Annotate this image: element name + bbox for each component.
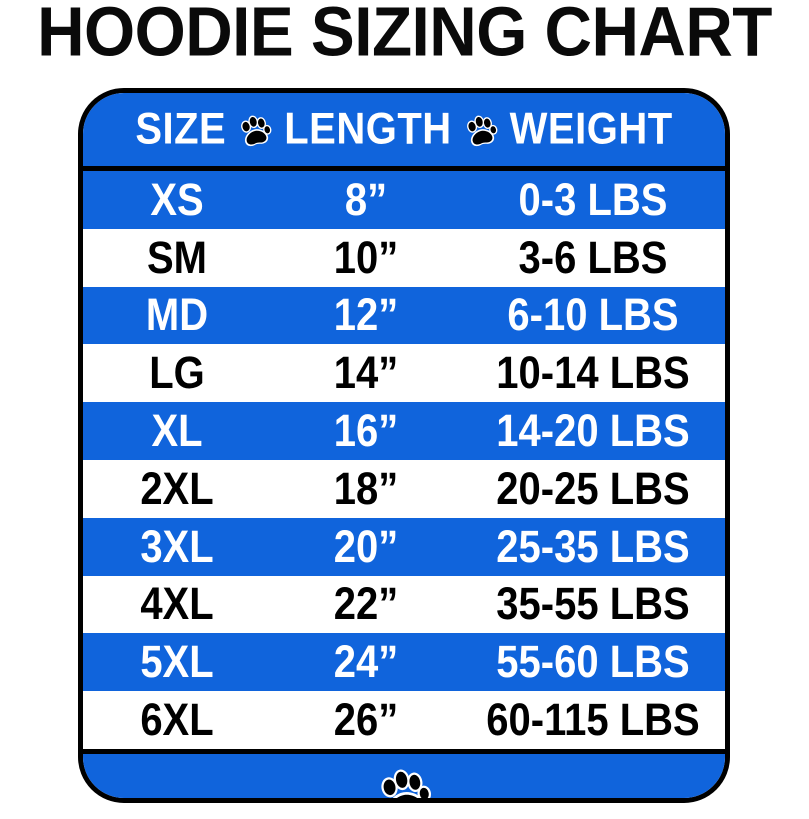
table-row: 2XL 18” 20-25 LBS [83,459,725,518]
table-row: XL 16” 14-20 LBS [83,402,725,460]
header-size-label: SIZE [135,104,227,154]
cell-size: 2XL [140,463,214,514]
cell-size: LG [149,348,205,399]
cell-length: 22” [333,579,399,630]
table-row: SM 10” 3-6 LBS [83,228,725,287]
table-header-row: SIZE [83,93,725,171]
cell-length: 10” [333,232,399,283]
paw-print-icon [238,113,272,147]
cell-length: 14” [333,348,399,399]
cell-length: 26” [333,694,399,746]
cell-size: 5XL [140,637,214,688]
cell-length: 20” [333,521,399,572]
cell-weight: 20-25 LBS [496,463,690,514]
cell-weight: 25-35 LBS [496,521,690,572]
cell-weight: 6-10 LBS [507,290,679,341]
paw-print-icon [464,113,498,147]
table-row: 4XL 22” 35-55 LBS [83,575,725,634]
table-body: XS 8” 0-3 LBS SM 10” 3-6 LBS MD 12” 6-10 LBS LG 14… [83,171,725,749]
page-title: HOODIE SIZING CHART [37,0,772,72]
cell-length: 24” [333,637,399,688]
table-row: XS 8” 0-3 LBS [83,171,725,229]
cell-size: SM [147,232,207,283]
table-row: 3XL 20” 25-35 LBS [83,517,725,576]
cell-size: XS [150,174,204,225]
table-row: MD 12” 6-10 LBS [83,286,725,345]
cell-size: 4XL [140,579,214,630]
header-length-label: LENGTH [284,104,452,154]
cell-size: 3XL [140,521,214,572]
paw-print-icon [376,767,432,798]
cell-weight: 14-20 LBS [496,405,690,457]
cell-weight: 55-60 LBS [496,637,690,688]
cell-length: 18” [333,463,399,514]
table-footer [83,748,725,798]
cell-length: 12” [333,290,399,341]
header-weight-label: WEIGHT [509,104,673,154]
cell-weight: 35-55 LBS [496,579,690,630]
cell-weight: 60-115 LBS [486,694,700,746]
sizing-chart-card: SIZE [78,88,730,803]
table-row: LG 14” 10-14 LBS [83,344,725,403]
table-row: 6XL 26” 60-115 LBS [83,691,725,749]
cell-weight: 3-6 LBS [518,232,668,283]
table-row: 5XL 24” 55-60 LBS [83,633,725,692]
cell-weight: 0-3 LBS [518,174,668,225]
cell-size: MD [145,290,209,341]
cell-weight: 10-14 LBS [496,348,690,399]
cell-length: 16” [333,405,399,457]
cell-size: 6XL [140,694,214,746]
cell-size: XL [151,405,203,457]
cell-length: 8” [344,174,388,225]
